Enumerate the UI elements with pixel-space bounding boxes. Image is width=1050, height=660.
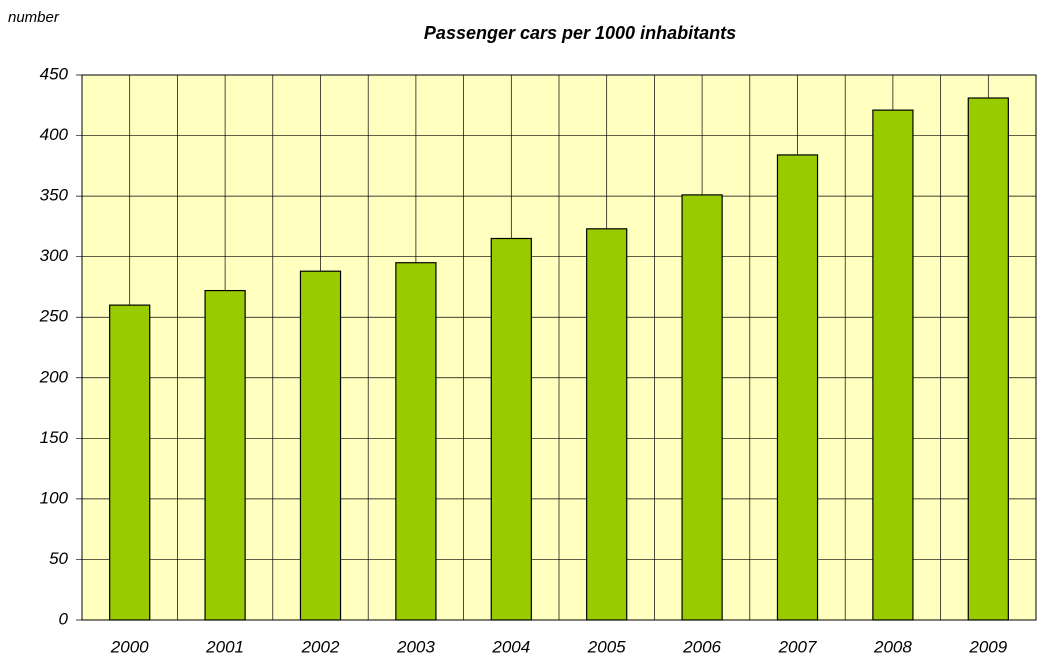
bar bbox=[109, 304, 151, 621]
x-tick-label: 2009 bbox=[968, 637, 1007, 656]
bar bbox=[776, 154, 819, 621]
bar bbox=[204, 289, 246, 621]
x-tick-label: 2006 bbox=[682, 637, 721, 656]
bar bbox=[872, 109, 914, 621]
y-tick-label: 250 bbox=[39, 307, 69, 326]
bar bbox=[490, 237, 532, 621]
x-tick-label: 2001 bbox=[205, 637, 244, 656]
y-tick-label: 100 bbox=[40, 488, 69, 507]
y-tick-label: 350 bbox=[40, 186, 69, 205]
y-tick-label: 200 bbox=[39, 367, 69, 386]
x-tick-label: 2005 bbox=[587, 637, 626, 656]
x-tick-label: 2004 bbox=[491, 637, 530, 656]
chart-title: Passenger cars per 1000 inhabitants bbox=[424, 23, 736, 43]
bar bbox=[395, 262, 437, 621]
y-tick-label: 400 bbox=[40, 125, 69, 144]
y-tick-label: 450 bbox=[40, 64, 69, 83]
x-tick-label: 2003 bbox=[396, 637, 435, 656]
y-tick-label: 50 bbox=[49, 549, 68, 568]
bar bbox=[681, 194, 723, 621]
y-axis-label: number bbox=[8, 9, 60, 26]
y-tick-label: 150 bbox=[40, 428, 69, 447]
bar bbox=[586, 228, 628, 621]
x-tick-label: 2008 bbox=[873, 637, 912, 656]
bar bbox=[299, 270, 342, 621]
x-tick-label: 2000 bbox=[110, 637, 149, 656]
x-tick-label: 2002 bbox=[301, 637, 340, 656]
y-tick-label: 0 bbox=[59, 609, 69, 628]
bar bbox=[967, 97, 1009, 621]
x-tick-label: 2007 bbox=[778, 637, 817, 656]
plot-border bbox=[81, 74, 1037, 621]
y-tick-label: 300 bbox=[40, 246, 69, 265]
